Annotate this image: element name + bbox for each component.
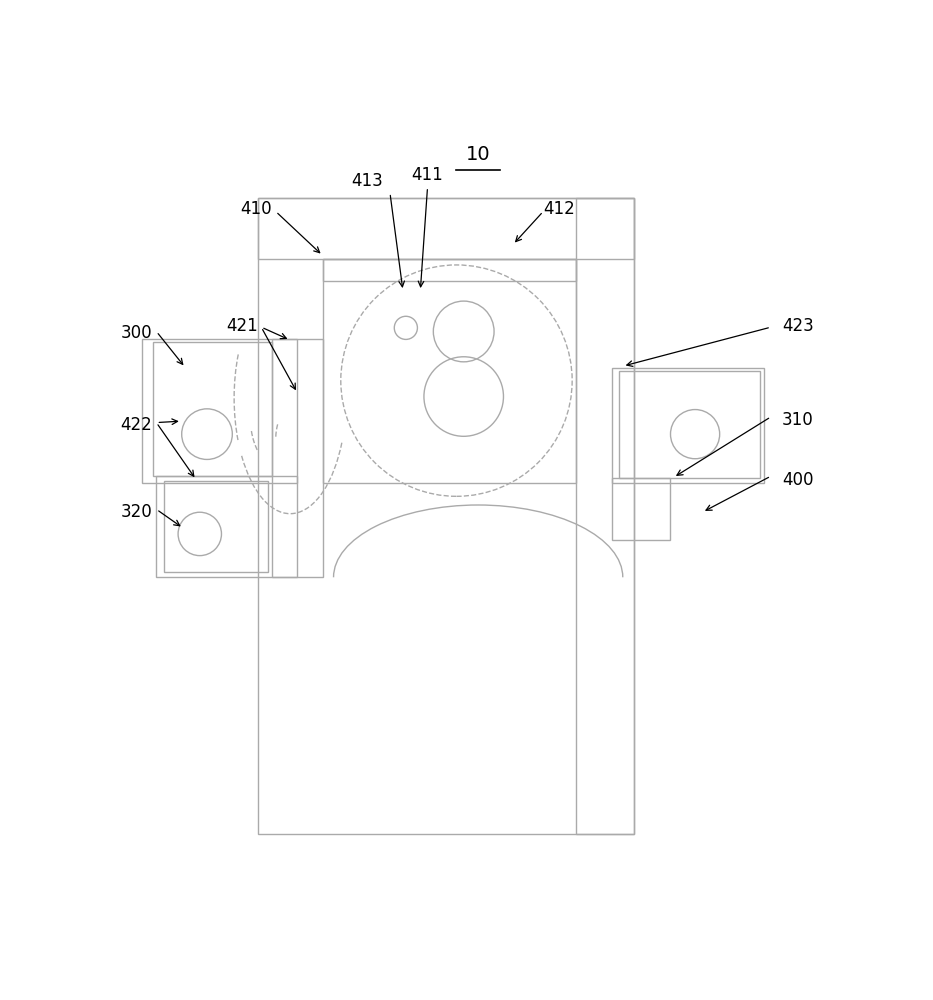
Bar — [258, 198, 634, 259]
Text: 423: 423 — [782, 317, 814, 335]
Bar — [258, 198, 634, 834]
Bar — [576, 198, 634, 834]
Bar — [612, 478, 670, 540]
Bar — [620, 371, 760, 478]
Text: 411: 411 — [411, 166, 443, 184]
Text: 400: 400 — [782, 471, 814, 489]
Bar — [142, 339, 298, 483]
Text: 412: 412 — [543, 200, 575, 218]
Text: 410: 410 — [241, 200, 272, 218]
Text: 422: 422 — [120, 416, 152, 434]
Text: 310: 310 — [782, 411, 814, 429]
Bar — [612, 368, 764, 483]
Bar — [272, 339, 323, 577]
Text: 413: 413 — [351, 172, 383, 190]
Text: 300: 300 — [120, 324, 152, 342]
Text: 320: 320 — [120, 503, 152, 521]
Text: 421: 421 — [226, 317, 258, 335]
Bar — [323, 259, 576, 483]
Bar — [163, 481, 269, 572]
Bar — [323, 259, 576, 281]
Bar — [153, 342, 272, 476]
Text: 10: 10 — [466, 145, 491, 164]
Bar — [157, 476, 298, 577]
